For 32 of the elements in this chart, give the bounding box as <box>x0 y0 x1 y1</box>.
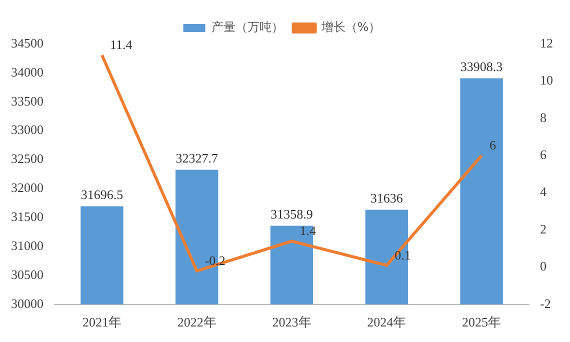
data-label: 31358.9 <box>270 206 313 222</box>
y2-tick-label: 6 <box>540 147 547 162</box>
y-tick-label: 30500 <box>11 266 44 282</box>
y2-tick-label: 4 <box>540 184 547 200</box>
data-label: 31636 <box>370 190 404 206</box>
y2-tick-label: 0 <box>540 258 546 274</box>
data-label: 33908.3 <box>460 59 503 74</box>
y2-tick-label: 10 <box>540 72 553 88</box>
y-tick-label: 34000 <box>11 64 44 80</box>
x-tick-label: 2023年 <box>272 314 312 330</box>
legend-label: 产量（万吨） <box>211 20 284 34</box>
y-tick-label: 31500 <box>11 209 44 224</box>
y2-tick-label: 2 <box>540 221 546 236</box>
data-label: 31696.5 <box>80 187 124 202</box>
data-label: 32327.7 <box>176 150 218 166</box>
y-tick-label: 33000 <box>11 122 44 138</box>
data-label: 11.4 <box>110 37 133 52</box>
x-tick-label: 2024年 <box>367 314 406 330</box>
y-tick-label: 30000 <box>11 296 44 311</box>
y-tick-label: 32000 <box>11 180 44 196</box>
x-tick-label: 2022年 <box>177 314 216 330</box>
y2-tick-label: 8 <box>540 110 546 125</box>
y2-tick-label: 12 <box>540 35 553 50</box>
y-tick-label: 31000 <box>11 238 44 253</box>
y-tick-label: 34500 <box>11 35 44 50</box>
data-label: 6 <box>490 138 497 153</box>
legend-label: 增长（%） <box>320 20 381 34</box>
y-tick-label: 32500 <box>11 151 44 166</box>
x-tick-label: 2025年 <box>462 314 502 330</box>
y-tick-label: 33500 <box>11 93 44 108</box>
x-tick-label: 2021年 <box>82 314 122 330</box>
y2-tick-label: -2 <box>540 296 551 311</box>
